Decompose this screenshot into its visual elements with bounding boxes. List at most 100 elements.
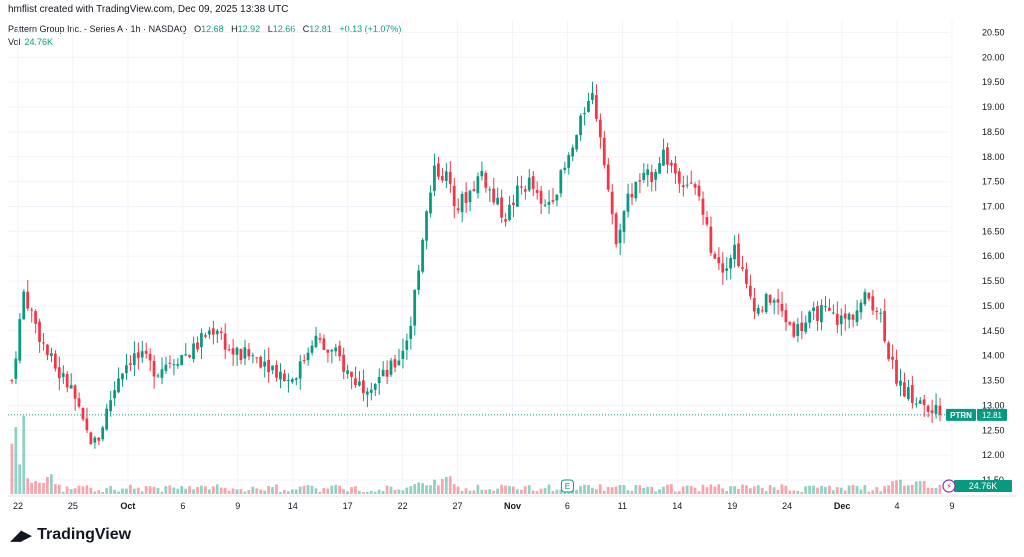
candle-body <box>563 167 567 170</box>
candle-body <box>709 226 713 253</box>
candle-body <box>523 189 527 192</box>
candle-body <box>263 361 266 367</box>
candle-body <box>77 398 81 407</box>
high-value: 12.92 <box>237 24 261 34</box>
volume-bar <box>330 485 334 494</box>
candle-body <box>10 380 14 382</box>
volume-bar <box>602 490 606 494</box>
candle-body <box>602 137 606 166</box>
candle-body <box>859 302 863 313</box>
volume-bar <box>318 491 322 494</box>
volume-bar <box>871 490 875 494</box>
candle-body <box>243 347 247 359</box>
volume-bar <box>46 476 49 494</box>
earnings-marker[interactable] <box>560 479 574 493</box>
volume-bar <box>97 490 101 494</box>
chart-credit: hmflist created with TradingView.com, De… <box>8 4 289 15</box>
volume-bar <box>263 490 266 494</box>
volume-bar <box>835 487 839 494</box>
candle-body <box>519 186 523 188</box>
volume-bar <box>22 415 26 494</box>
candle-body <box>784 310 788 323</box>
candle-body <box>184 354 188 356</box>
volume-bar <box>847 485 851 494</box>
candle-body <box>598 119 602 138</box>
candle-body <box>741 267 744 269</box>
candle-body <box>128 363 132 365</box>
candle-body <box>638 180 642 182</box>
candle-body <box>373 384 377 390</box>
volume-bar <box>527 485 531 494</box>
candle-body <box>642 172 646 180</box>
volume-bar <box>784 485 788 494</box>
volume-bar <box>271 487 274 494</box>
symbol-name[interactable]: Pattern Group Inc. - Series A · 1h · NAS… <box>8 24 187 34</box>
candle-body <box>788 322 792 325</box>
price-tick-label: 19.50 <box>982 77 1005 87</box>
volume-bar <box>918 481 922 494</box>
volume-bar <box>646 486 650 494</box>
volume-bar <box>689 486 693 494</box>
volume-bar <box>417 482 421 494</box>
lightning-icon[interactable] <box>942 479 956 493</box>
volume-bar <box>863 485 867 494</box>
candle-body <box>22 291 26 320</box>
price-tick-label: 20.00 <box>982 52 1005 62</box>
volume-bar <box>484 489 488 494</box>
candle-body <box>646 169 650 176</box>
candle-body <box>69 385 73 389</box>
volume-bar <box>705 487 709 494</box>
volume-bar <box>105 488 109 494</box>
volume-bar <box>721 488 725 494</box>
price-tick-label: 14.00 <box>982 351 1005 361</box>
candle-body <box>188 354 191 357</box>
candle-body <box>776 299 780 303</box>
candle-body <box>437 163 440 177</box>
candle-body <box>855 310 859 323</box>
candle-body <box>488 189 492 191</box>
volume-bar <box>591 487 594 494</box>
candle-body <box>350 371 353 378</box>
volume-bar <box>26 478 30 494</box>
candle-body <box>476 176 480 194</box>
candle-body <box>938 405 942 415</box>
volume-bar <box>816 487 819 494</box>
volume-bar <box>512 486 515 494</box>
candle-body <box>85 418 89 431</box>
candle-body <box>571 147 575 157</box>
candle-body <box>176 364 180 366</box>
candle-body <box>121 373 124 380</box>
candle-body <box>800 322 804 332</box>
price-tick-label: 14.50 <box>982 326 1005 336</box>
candle-body <box>267 359 270 373</box>
candle-body <box>389 360 393 375</box>
candle-body <box>914 403 918 405</box>
candle-body <box>81 407 85 420</box>
time-tick-label: 25 <box>68 501 78 511</box>
candle-body <box>156 375 160 377</box>
time-axis[interactable]: 22 25 Oct 6 9 14 17 22 27 Nov 6 11 14 19 24 Dec 4 9 <box>8 495 1016 511</box>
volume-bar <box>168 485 172 494</box>
volume-bar <box>756 485 760 494</box>
volume-bar <box>200 485 203 494</box>
tradingview-logo[interactable]: ◢▶ TradingView <box>10 526 131 544</box>
logo-text: TradingView <box>37 526 132 543</box>
volume-bar <box>448 476 452 494</box>
volume-bar <box>523 486 527 494</box>
volume-bar <box>393 490 397 494</box>
candle-body <box>843 313 847 319</box>
candle-body <box>926 405 930 412</box>
volume-bar <box>429 485 432 494</box>
open-value: 12.68 <box>201 24 224 34</box>
volume-bar <box>772 487 776 494</box>
volume-bar <box>144 485 148 494</box>
price-tick-label: 20.50 <box>982 27 1005 37</box>
volume-bar <box>626 490 630 494</box>
candle-body <box>650 171 654 183</box>
volume-bar <box>409 486 413 494</box>
volume-bar <box>685 485 689 494</box>
candle-body <box>575 134 578 150</box>
time-tick-label: 27 <box>453 501 463 511</box>
price-tick-label: 15.00 <box>982 301 1005 311</box>
